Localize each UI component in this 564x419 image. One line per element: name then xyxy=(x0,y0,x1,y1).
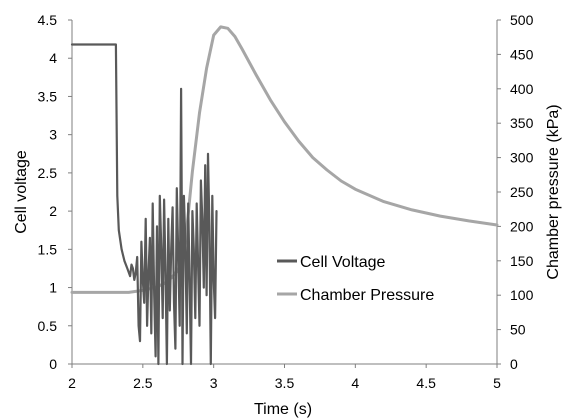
y-right-tick-label: 500 xyxy=(510,12,534,28)
legend-label-chamber-pressure: Chamber Pressure xyxy=(300,287,434,304)
x-tick-label: 3.5 xyxy=(275,375,295,391)
series-group xyxy=(70,25,499,366)
x-tick-label: 2.5 xyxy=(133,375,153,391)
y-left-tick-label: 0 xyxy=(49,356,57,372)
x-tick-labels: 2 2.5 3 3.5 4 4.5 5 xyxy=(68,375,501,391)
y-right-tick-label: 250 xyxy=(510,184,534,200)
x-axis-label: Time (s) xyxy=(254,401,312,418)
y-right-tick-label: 450 xyxy=(510,46,534,62)
y-right-tick-label: 50 xyxy=(510,322,526,338)
y-left-tick-label: 1 xyxy=(49,280,57,296)
x-tick-label: 5 xyxy=(493,375,501,391)
y-left-tick-label: 0.5 xyxy=(38,318,58,334)
y-right-tick-label: 0 xyxy=(510,356,518,372)
x-tick-label: 4.5 xyxy=(416,375,436,391)
y-left-axis-label: Cell voltage xyxy=(13,150,30,234)
y-left-tick-labels: 0 0.5 1 1.5 2 2.5 3 3.5 4 4.5 xyxy=(38,12,58,372)
y-right-tick-label: 100 xyxy=(510,287,534,303)
y-right-axis-label: Chamber pressure (kPa) xyxy=(545,104,562,279)
y-right-tick-label: 150 xyxy=(510,253,534,269)
x-tick-label: 2 xyxy=(68,375,76,391)
axes xyxy=(68,19,501,368)
series-line-cell-voltage xyxy=(70,43,218,366)
x-tick-label: 3 xyxy=(210,375,218,391)
legend: Cell Voltage Chamber Pressure xyxy=(277,254,434,304)
y-right-tick-label: 400 xyxy=(510,81,534,97)
y-left-tick-label: 2 xyxy=(49,203,57,219)
legend-label-cell-voltage: Cell Voltage xyxy=(300,254,385,271)
y-left-tick-label: 3 xyxy=(49,127,57,143)
y-left-tick-label: 1.5 xyxy=(38,241,58,257)
y-right-tick-label: 350 xyxy=(510,115,534,131)
y-left-tick-label: 3.5 xyxy=(38,88,58,104)
y-right-tick-labels: 0 50 100 150 200 250 300 350 400 450 500 xyxy=(510,12,534,372)
y-left-tick-label: 2.5 xyxy=(38,165,58,181)
y-right-tick-label: 300 xyxy=(510,150,534,166)
y-left-tick-label: 4 xyxy=(49,50,57,66)
y-left-tick-label: 4.5 xyxy=(38,12,58,28)
x-tick-label: 4 xyxy=(351,375,359,391)
y-right-tick-label: 200 xyxy=(510,218,534,234)
